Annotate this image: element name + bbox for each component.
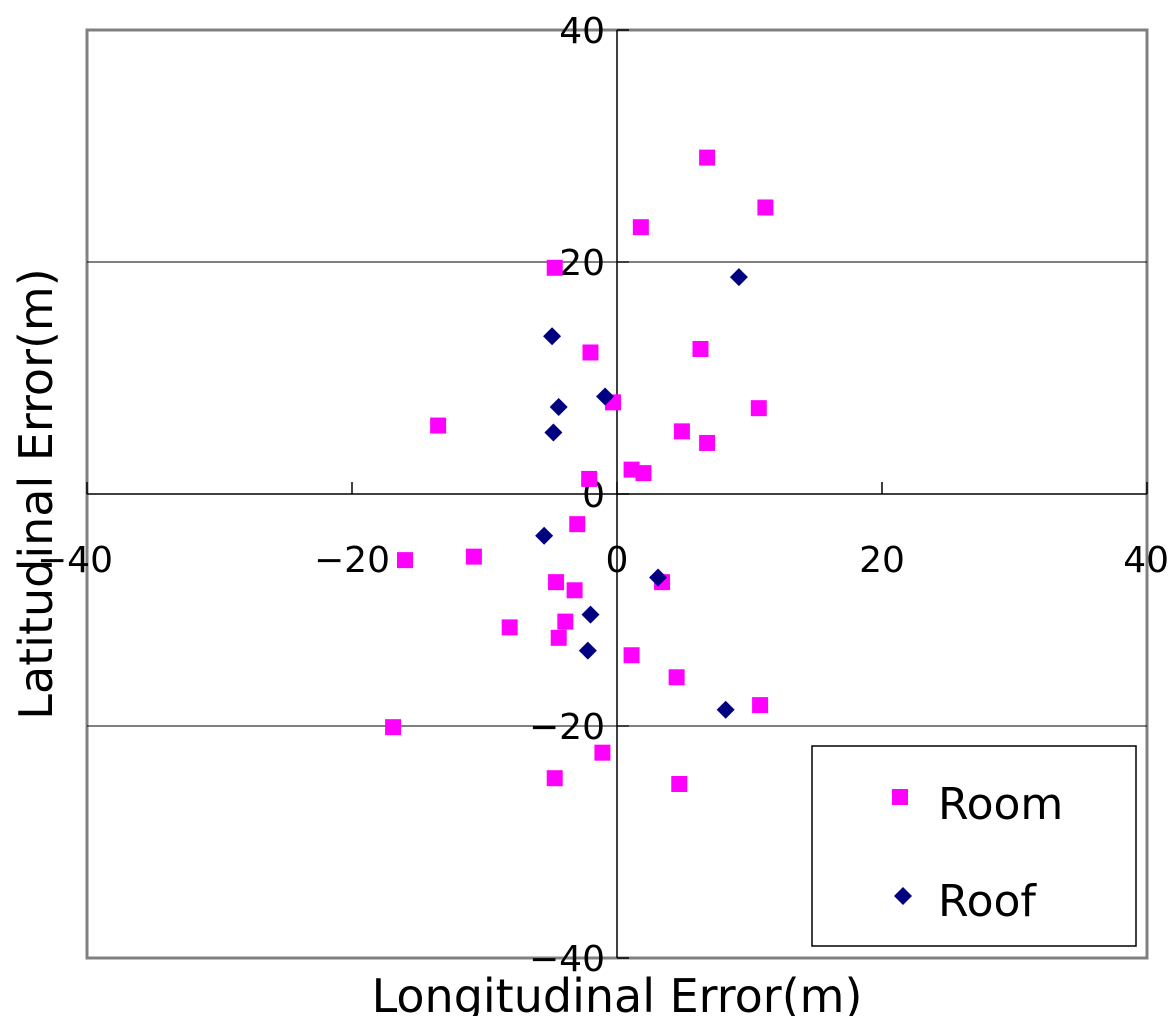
roof-point	[535, 526, 554, 545]
room-point	[623, 647, 640, 664]
room-point	[385, 719, 402, 736]
roof-point	[581, 605, 600, 624]
room-point	[546, 259, 563, 276]
legend-roof-marker	[894, 887, 912, 905]
room-point	[550, 629, 567, 646]
roof-point	[549, 398, 568, 416]
y-tick-label: −40	[529, 939, 605, 980]
room-point	[750, 400, 767, 417]
room-point	[671, 776, 688, 792]
room-point	[673, 423, 690, 440]
data-markers	[385, 149, 774, 792]
y-tick-label: −20	[529, 707, 605, 748]
legend-box	[811, 745, 1137, 947]
roof-point	[729, 268, 748, 287]
room-point	[699, 149, 716, 166]
x-tick-label: 40	[1123, 540, 1169, 581]
legend-room-marker	[892, 789, 908, 805]
legend-roof-label: Roof	[938, 876, 1037, 927]
x-tick-label: 0	[606, 540, 629, 581]
y-tick-label: 40	[559, 11, 605, 52]
room-point	[566, 582, 583, 599]
roof-point	[596, 387, 615, 406]
room-point	[465, 548, 482, 565]
x-axis-title: Longitudinal Error(m)	[372, 969, 863, 1016]
room-point	[397, 552, 413, 569]
room-point	[582, 344, 599, 361]
roof-point	[544, 423, 563, 442]
legend: Room Roof	[811, 745, 1137, 947]
x-tick-label: 20	[859, 540, 905, 581]
room-point	[569, 516, 586, 533]
room-point	[594, 744, 611, 761]
legend-room-label: Room	[938, 779, 1063, 830]
x-tick-label: −20	[314, 540, 390, 581]
roof-point	[543, 327, 562, 346]
room-point	[757, 199, 774, 216]
room-point	[430, 417, 447, 434]
y-tick-label: 20	[559, 243, 605, 284]
room-point	[581, 470, 598, 487]
room-point	[635, 465, 652, 482]
room-point	[752, 697, 769, 714]
y-axis-title: Latitudinal Error(m)	[9, 268, 63, 719]
x-tick-label: −40	[37, 540, 113, 581]
room-point	[668, 669, 685, 686]
roof-point	[716, 700, 735, 719]
room-point	[546, 770, 563, 787]
roof-point	[649, 568, 668, 587]
room-point	[692, 341, 709, 357]
room-point	[632, 219, 649, 236]
room-point	[699, 434, 716, 451]
axes	[86, 29, 1148, 959]
room-point	[548, 574, 565, 591]
roof-point	[578, 641, 597, 660]
room-point	[557, 613, 574, 630]
room-point	[501, 619, 518, 636]
